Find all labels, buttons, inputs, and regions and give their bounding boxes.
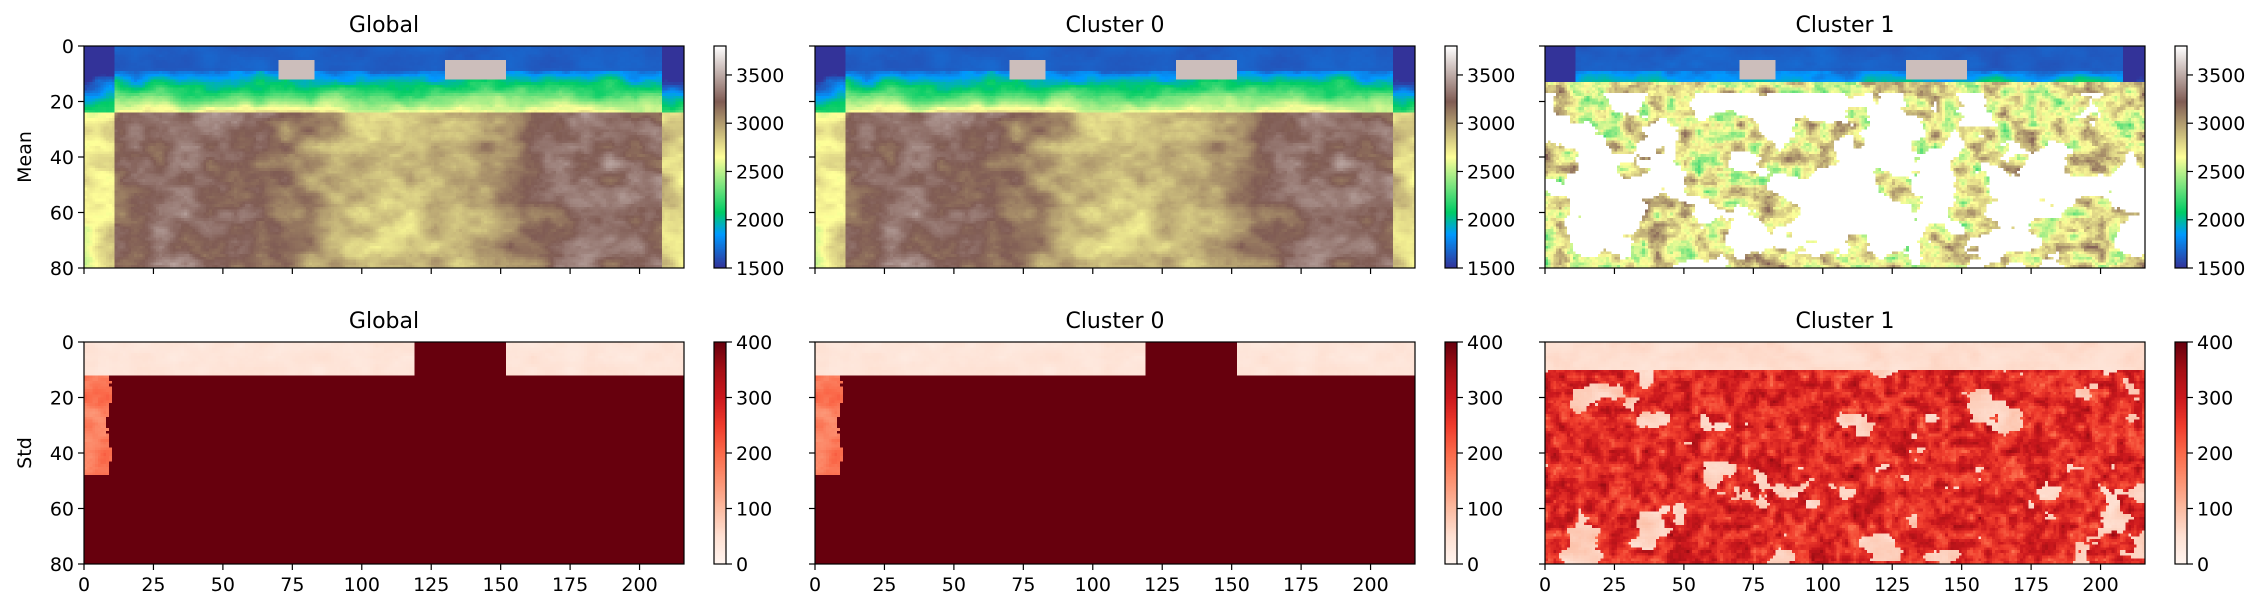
x-tick-label: 100 [1805, 574, 1841, 596]
y-tick-label: 80 [50, 258, 74, 280]
x-tick-label: 25 [141, 574, 165, 596]
colorbar-tick-label: 300 [736, 388, 772, 410]
colorbar-tick-label: 0 [2197, 554, 2209, 576]
colorbar-tick-label: 400 [1467, 332, 1503, 354]
colorbar-tick-label: 2500 [736, 161, 784, 183]
colorbar-tick-label: 1500 [1467, 258, 1515, 280]
colorbar-tick-label: 3000 [2197, 113, 2245, 135]
x-tick-label: 25 [1602, 574, 1626, 596]
colorbar-tick-label: 100 [736, 499, 772, 521]
x-tick-label: 175 [1283, 574, 1319, 596]
colorbar-tick-label: 3000 [736, 113, 784, 135]
panel-title: Cluster 1 [1795, 309, 1894, 334]
panel-title: Global [349, 309, 419, 334]
panel-title: Global [349, 13, 419, 38]
x-tick-label: 100 [344, 574, 380, 596]
x-tick-label: 125 [1874, 574, 1910, 596]
colorbar-tick-label: 300 [2197, 388, 2233, 410]
x-tick-label: 125 [413, 574, 449, 596]
colorbar-tick-label: 2500 [2197, 161, 2245, 183]
colorbar-tick-label: 0 [736, 554, 748, 576]
colorbar-tick-label: 0 [1467, 554, 1479, 576]
heatmap-image [1545, 46, 2145, 268]
colorbar-tick-label: 2000 [1467, 210, 1515, 232]
x-tick-label: 0 [1539, 574, 1551, 596]
x-tick-label: 150 [1944, 574, 1980, 596]
heatmap-image [84, 46, 684, 268]
x-tick-label: 175 [2013, 574, 2049, 596]
x-tick-label: 100 [1075, 574, 1111, 596]
x-tick-label: 175 [552, 574, 588, 596]
y-tick-label: 40 [50, 147, 74, 169]
x-tick-label: 75 [1011, 574, 1035, 596]
y-tick-label: 20 [50, 92, 74, 114]
x-tick-label: 200 [1352, 574, 1388, 596]
panel-title: Cluster 1 [1795, 13, 1894, 38]
colorbar-gradient [1445, 342, 1457, 564]
panel-0-2: Cluster 1 1500 2000 2500 3000 3500 [1539, 13, 2245, 280]
colorbar-tick-label: 400 [2197, 332, 2233, 354]
y-tick-label: 60 [50, 499, 74, 521]
colorbar-tick-label: 100 [2197, 499, 2233, 521]
colorbar-frame [713, 45, 727, 269]
colorbar-tick-label: 3500 [2197, 65, 2245, 87]
y-tick-label: 0 [62, 332, 74, 354]
colorbar-tick-label: 3500 [1467, 65, 1515, 87]
colorbar-frame [1444, 45, 1458, 269]
x-tick-label: 200 [2082, 574, 2118, 596]
x-tick-label: 50 [211, 574, 235, 596]
x-tick-label: 125 [1144, 574, 1180, 596]
y-tick-label: 0 [62, 36, 74, 58]
heatmap-image [1545, 342, 2145, 564]
colorbar-tick-label: 1500 [736, 258, 784, 280]
panel-title: Cluster 0 [1065, 309, 1164, 334]
y-tick-label: 20 [50, 388, 74, 410]
colorbar-tick-label: 2000 [736, 210, 784, 232]
colorbar-gradient [714, 342, 726, 564]
colorbar-tick-label: 200 [1467, 443, 1503, 465]
colorbar-tick-label: 300 [1467, 388, 1503, 410]
colorbar-tick-label: 1500 [2197, 258, 2245, 280]
heatmap-image [84, 342, 684, 564]
x-tick-label: 150 [483, 574, 519, 596]
colorbar-tick-label: 2000 [2197, 210, 2245, 232]
x-tick-label: 25 [872, 574, 896, 596]
row-label: Std [14, 437, 36, 469]
row-label: Mean [14, 131, 36, 183]
colorbar-tick-label: 200 [736, 443, 772, 465]
x-tick-label: 50 [1672, 574, 1696, 596]
colorbar-tick-label: 3500 [736, 65, 784, 87]
panel-0-1: Cluster 0 1500 2000 2500 3000 3500 [809, 13, 1515, 280]
panel-1-2: Cluster 1 0 25 50 75 100 125 150 175 200 0 100 200 30… [1539, 309, 2233, 596]
panel-title: Cluster 0 [1065, 13, 1164, 38]
colorbar-tick-label: 200 [2197, 443, 2233, 465]
y-tick-label: 60 [50, 203, 74, 225]
y-tick-label: 40 [50, 443, 74, 465]
colorbar-tick-label: 2500 [1467, 161, 1515, 183]
colorbar-tick-label: 3000 [1467, 113, 1515, 135]
colorbar-gradient [2175, 342, 2187, 564]
x-tick-label: 75 [1741, 574, 1765, 596]
heatmap-image [815, 342, 1415, 564]
heatmap-image [815, 46, 1415, 268]
colorbar-tick-label: 400 [736, 332, 772, 354]
panel-1-1: Cluster 0 0 25 50 75 100 125 150 175 200 0 100 200 30… [809, 309, 1503, 596]
colorbar-gradient [714, 46, 726, 268]
colorbar-frame [2174, 45, 2188, 269]
x-tick-label: 150 [1214, 574, 1250, 596]
panel-0-0: Global 0 20 40 60 80 Mean 1500 2000 2500 3000 3500 [14, 13, 784, 280]
colorbar-gradient [1445, 46, 1457, 268]
colorbar-gradient [2175, 46, 2187, 268]
colorbar-tick-label: 100 [1467, 499, 1503, 521]
x-tick-label: 200 [621, 574, 657, 596]
y-tick-label: 80 [50, 554, 74, 576]
x-tick-label: 0 [78, 574, 90, 596]
x-tick-label: 0 [809, 574, 821, 596]
x-tick-label: 75 [280, 574, 304, 596]
x-tick-label: 50 [942, 574, 966, 596]
